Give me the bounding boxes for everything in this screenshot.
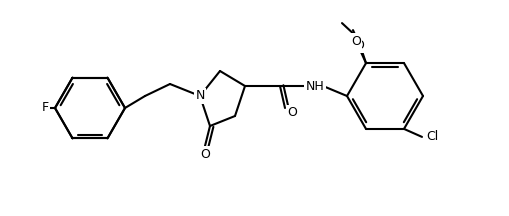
Text: Cl: Cl (425, 130, 437, 143)
Text: O: O (200, 148, 210, 160)
Text: O: O (287, 106, 296, 119)
Text: O: O (350, 35, 360, 48)
Text: O: O (353, 39, 363, 52)
Text: N: N (195, 89, 204, 103)
Text: NH: NH (305, 79, 324, 92)
Text: F: F (42, 102, 49, 114)
